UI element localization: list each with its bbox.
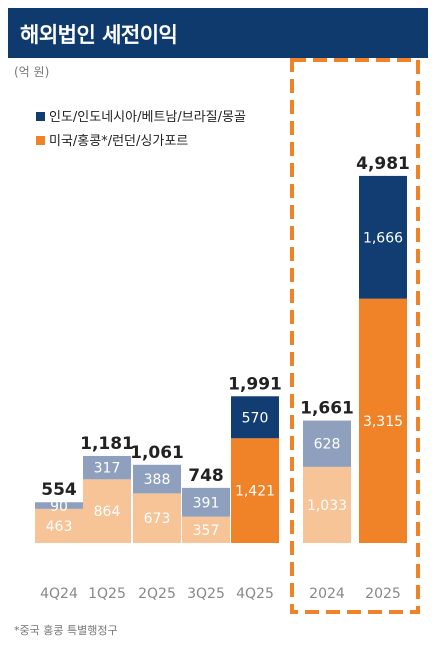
title-bar: 해외법인 세전이익 xyxy=(8,8,428,58)
x-tick-label-1Q25: 1Q25 xyxy=(88,586,126,602)
highlight-box xyxy=(290,58,420,614)
value-label-top-4Q25: 570 xyxy=(242,410,269,426)
x-tick-label-4Q25: 4Q25 xyxy=(236,586,274,602)
x-tick-label-3Q25: 3Q25 xyxy=(187,586,225,602)
bar-segment-top-2025 xyxy=(359,175,407,299)
total-label-4Q24: 554 xyxy=(41,480,77,500)
x-tick-label-2024: 2024 xyxy=(309,586,345,602)
legend-label-global: 미국/홍콩*/런던/싱가포르 xyxy=(49,134,188,149)
total-label-3Q25: 748 xyxy=(188,466,224,486)
legend-label-asia: 인도/인도네시아/베트남/브라질/몽골 xyxy=(49,110,246,125)
value-label-bottom-2025: 3,315 xyxy=(363,414,403,430)
legend-swatch-global xyxy=(36,136,45,145)
value-label-bottom-4Q25: 1,421 xyxy=(235,484,275,500)
value-label-top-1Q25: 317 xyxy=(94,461,121,477)
bar-segment-top-2Q25 xyxy=(133,464,181,494)
legend-swatch-asia xyxy=(36,112,45,121)
bar-segment-bottom-2Q25 xyxy=(133,493,181,543)
value-label-top-2Q25: 388 xyxy=(144,472,171,488)
footnote: *중국 홍콩 특별행정구 xyxy=(14,623,118,637)
total-label-2025: 4,981 xyxy=(356,154,410,174)
chart-title: 해외법인 세전이익 xyxy=(20,23,178,47)
bar-segment-bottom-2025 xyxy=(359,298,407,543)
total-label-1Q25: 1,181 xyxy=(80,434,134,454)
total-label-4Q25: 1,991 xyxy=(228,374,282,394)
bar-segment-top-4Q25 xyxy=(231,396,279,439)
bar-segment-bottom-4Q25 xyxy=(231,438,279,543)
x-tick-label-2Q25: 2Q25 xyxy=(138,586,176,602)
bar-segment-bottom-3Q25 xyxy=(182,516,230,543)
x-tick-label-4Q24: 4Q24 xyxy=(40,586,78,602)
value-label-bottom-1Q25: 864 xyxy=(94,504,121,520)
x-tick-label-2025: 2025 xyxy=(365,586,401,602)
unit-label: (억 원) xyxy=(14,65,49,79)
bar-segment-bottom-4Q24 xyxy=(35,508,83,543)
total-label-2024: 1,661 xyxy=(300,399,354,419)
value-label-top-2025: 1,666 xyxy=(363,230,403,246)
bar-segment-top-3Q25 xyxy=(182,487,230,517)
value-label-top-2024: 628 xyxy=(314,437,341,453)
bar-segment-bottom-2024 xyxy=(303,466,351,543)
value-label-bottom-4Q24: 463 xyxy=(46,519,73,535)
bar-segment-top-2024 xyxy=(303,420,351,467)
bar-segment-top-1Q25 xyxy=(83,455,131,480)
value-label-top-4Q24: 90 xyxy=(50,499,68,515)
value-label-bottom-2Q25: 673 xyxy=(144,511,171,527)
bar-segment-top-4Q24 xyxy=(35,502,83,509)
value-label-bottom-3Q25: 357 xyxy=(193,523,220,539)
value-label-top-3Q25: 391 xyxy=(193,495,220,511)
bar-segment-bottom-1Q25 xyxy=(83,479,131,543)
total-label-2Q25: 1,061 xyxy=(130,443,184,463)
value-label-bottom-2024: 1,033 xyxy=(307,498,347,514)
